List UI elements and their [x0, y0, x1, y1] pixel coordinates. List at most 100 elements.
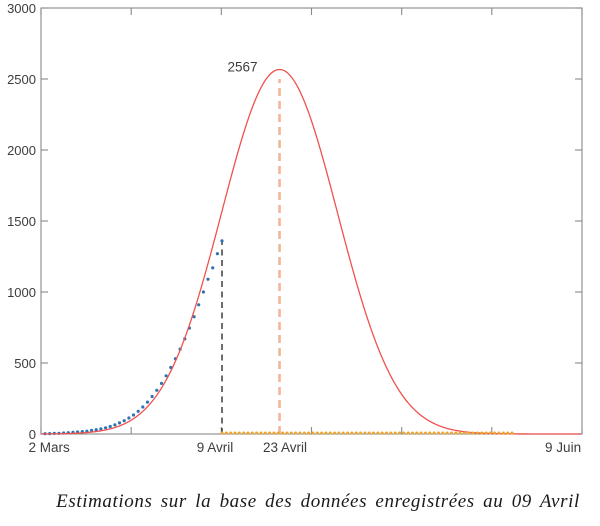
data-point — [104, 426, 108, 430]
x-axis-labels: 2 Mars 9 Avril 23 Avril 9 Juin — [28, 440, 581, 455]
baseline-point — [493, 431, 497, 435]
data-point — [90, 428, 94, 432]
x-tick-label: 2 Mars — [28, 440, 70, 455]
data-point — [131, 413, 136, 417]
baseline-point — [272, 431, 276, 435]
baseline-point — [250, 431, 254, 435]
baseline-point — [475, 431, 479, 435]
baseline-point — [415, 431, 419, 435]
baseline-point — [229, 431, 233, 435]
baseline-point — [458, 431, 462, 435]
baseline-point — [372, 431, 375, 435]
baseline-point — [350, 431, 354, 435]
x-tick-label: 23 Avril — [263, 440, 307, 455]
baseline-point — [428, 431, 432, 435]
baseline-point — [359, 431, 362, 435]
baseline-point — [398, 431, 401, 435]
baseline-point — [480, 431, 484, 435]
data-point — [145, 400, 150, 404]
baseline-point — [246, 431, 250, 435]
y-tick-label: 2000 — [7, 143, 36, 158]
data-point — [117, 421, 122, 425]
baseline-point — [419, 431, 423, 435]
baseline-point — [354, 431, 358, 435]
data-point — [94, 428, 98, 432]
estimation-chart: 0 500 1000 1500 2000 2500 3000 2 Mars 9 Avril 23 … — [7, 1, 583, 455]
data-point — [206, 277, 210, 281]
baseline-point — [506, 431, 510, 435]
baseline-point — [454, 431, 458, 435]
data-point — [197, 303, 201, 307]
baseline-point — [380, 431, 384, 435]
y-tick-label: 500 — [14, 356, 36, 371]
zero-baseline-forecast — [220, 431, 514, 435]
plot-frame — [40, 7, 583, 435]
y-tick-label: 1000 — [7, 285, 36, 300]
baseline-point — [363, 431, 367, 435]
baseline-point — [276, 431, 280, 435]
baseline-point — [389, 431, 393, 435]
chart-svg: 0 500 1000 1500 2000 2500 3000 2 Mars 9 Avril 23 … — [7, 1, 583, 455]
baseline-point — [445, 431, 449, 435]
baseline-point — [449, 431, 453, 435]
baseline-point — [510, 431, 514, 435]
data-point — [150, 394, 154, 399]
x-tick-label: 9 Avril — [197, 440, 234, 455]
baseline-point — [328, 431, 332, 435]
baseline-point — [220, 431, 224, 435]
data-point — [136, 409, 140, 413]
baseline-point — [294, 431, 298, 435]
baseline-point — [224, 431, 228, 435]
baseline-point — [437, 431, 440, 435]
baseline-point — [484, 431, 488, 435]
baseline-point — [259, 431, 263, 435]
y-tick-label: 3000 — [7, 1, 36, 16]
data-point — [127, 416, 131, 420]
baseline-point — [376, 431, 380, 435]
baseline-point — [281, 431, 285, 435]
baseline-point — [432, 431, 436, 435]
baseline-point — [285, 431, 289, 435]
data-point — [211, 266, 215, 270]
baseline-point — [315, 431, 319, 435]
baseline-point — [255, 431, 259, 435]
baseline-point — [289, 431, 293, 435]
baseline-point — [346, 431, 350, 435]
model-bell-curve — [40, 68, 581, 435]
baseline-point — [488, 431, 492, 435]
baseline-point — [268, 431, 272, 435]
baseline-point — [237, 431, 241, 435]
data-point — [215, 252, 219, 256]
data-point — [113, 423, 117, 427]
y-tick-label: 2500 — [7, 72, 36, 87]
baseline-point — [341, 431, 345, 435]
baseline-point — [298, 431, 302, 435]
baseline-point — [424, 431, 427, 435]
baseline-point — [501, 431, 505, 435]
baseline-point — [402, 431, 406, 435]
baseline-point — [233, 431, 237, 435]
x-tick-label: 9 Juin — [545, 440, 581, 455]
baseline-point — [263, 431, 267, 435]
peak-value-annotation: 2567 — [227, 59, 257, 74]
data-point — [201, 290, 205, 294]
baseline-point — [393, 431, 397, 435]
baseline-point — [385, 431, 388, 435]
baseline-point — [320, 431, 324, 435]
baseline-point — [411, 431, 414, 435]
data-point — [220, 239, 224, 243]
data-point — [164, 374, 168, 378]
baseline-point — [497, 431, 501, 435]
baseline-point — [307, 431, 311, 435]
baseline-point — [467, 431, 471, 435]
baseline-point — [471, 431, 475, 435]
baseline-point — [462, 431, 466, 435]
baseline-point — [333, 431, 337, 435]
baseline-point — [302, 431, 306, 435]
baseline-point — [441, 431, 445, 435]
figure-caption: Estimations sur la base des données enre… — [56, 491, 580, 512]
baseline-point — [337, 431, 341, 435]
data-point — [141, 405, 145, 409]
baseline-point — [367, 431, 371, 435]
